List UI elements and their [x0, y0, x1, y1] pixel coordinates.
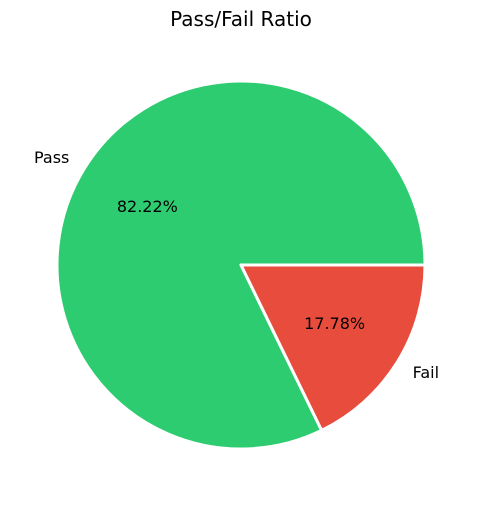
pie-slice-fail — [239, 263, 427, 432]
slice-label-pass: Pass — [34, 148, 69, 167]
pie-slices — [55, 79, 427, 451]
slice-label-fail: Fail — [413, 363, 439, 382]
percent-label-pass: 82.22% — [117, 197, 178, 216]
pie-labels: Pass 82.22% Fail 17.78% — [34, 148, 439, 382]
chart-title: Pass/Fail Ratio — [170, 7, 312, 31]
percent-label-fail: 17.78% — [304, 314, 365, 333]
